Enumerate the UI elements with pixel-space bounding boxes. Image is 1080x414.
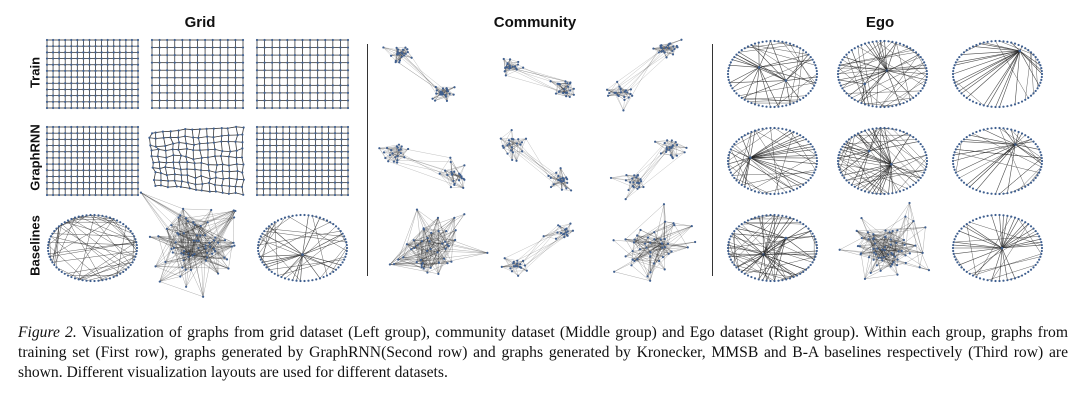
- ego-graphrnn-graph-1: [726, 126, 819, 196]
- column-title-community: Community: [493, 14, 577, 31]
- community-train-graph-2: [502, 57, 575, 99]
- grid-graphrnn-graph-3: [255, 125, 350, 197]
- group-divider-left: [367, 44, 368, 276]
- row-label-baselines: Baselines: [27, 215, 43, 276]
- grid-baseline-graph-2: [139, 191, 237, 298]
- ego-baseline-graph-1: [726, 213, 819, 283]
- ego-train-graph-1: [726, 39, 819, 109]
- community-train-graph-1: [382, 46, 456, 102]
- community-baseline-graph-2: [500, 222, 575, 277]
- community-graphrnn-graph-3: [609, 139, 688, 201]
- community-graphrnn-graph-2: [499, 129, 573, 192]
- ego-baseline-graph-3: [951, 213, 1044, 283]
- grid-graphrnn-graph-1: [45, 125, 140, 197]
- community-baseline-graph-3: [612, 203, 697, 282]
- community-baseline-graph-1: [388, 208, 489, 275]
- community-graphrnn-graph-1: [378, 143, 466, 190]
- community-train-graph-3: [605, 38, 683, 112]
- ego-baseline-graph-2: [838, 201, 931, 280]
- column-title-grid: Grid: [184, 14, 216, 31]
- ego-train-graph-3: [951, 39, 1044, 109]
- ego-train-graph-2: [836, 39, 929, 109]
- grid-train-graph-3: [255, 38, 350, 110]
- grid-train-graph-1: [45, 38, 140, 110]
- ego-graphrnn-graph-3: [951, 126, 1044, 196]
- grid-train-graph-2: [150, 38, 245, 110]
- figure-caption: Figure 2. Visualization of graphs from g…: [18, 323, 1068, 383]
- row-label-train: Train: [27, 56, 43, 89]
- column-title-ego: Ego: [865, 14, 895, 31]
- ego-graphrnn-graph-2: [836, 126, 929, 196]
- grid-baseline-graph-3: [256, 213, 349, 283]
- group-divider-right: [712, 44, 713, 276]
- grid-graphrnn-graph-2: [148, 125, 245, 196]
- grid-baseline-graph-1: [46, 213, 139, 283]
- caption-lead: Figure 2.: [18, 324, 77, 341]
- row-label-graphrnn: GraphRNN: [27, 124, 43, 191]
- figure-panel: Grid Community Ego Train GraphRNN Baseli…: [27, 14, 1044, 298]
- caption-text: Visualization of graphs from grid datase…: [18, 324, 1068, 381]
